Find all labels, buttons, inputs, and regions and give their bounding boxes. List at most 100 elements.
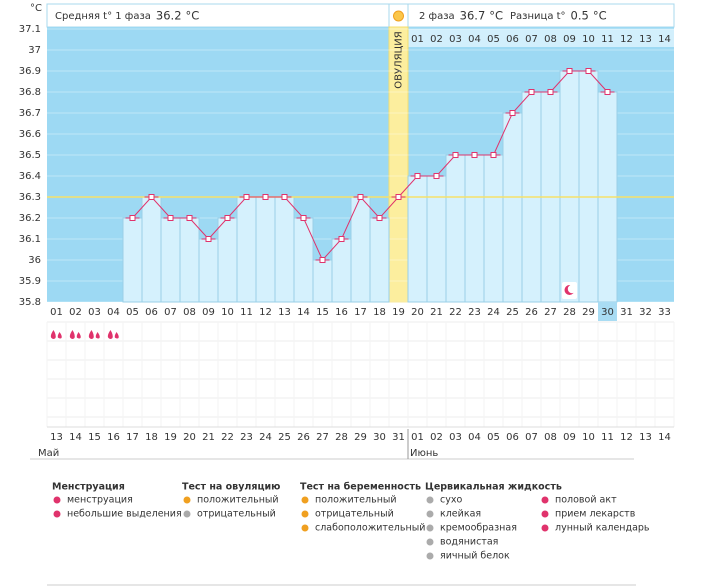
cycle-day: 13 — [278, 307, 291, 318]
legend-item: сухо — [440, 495, 462, 506]
menstruation-icon — [76, 332, 81, 339]
date-label: 30 — [373, 432, 386, 443]
date-label: 17 — [126, 432, 139, 443]
cycle-day: 33 — [658, 307, 671, 318]
ovulation-label: ОВУЛЯЦИЯ — [394, 31, 405, 89]
legend-item: отрицательный — [197, 509, 276, 520]
header-value: 36.2 — [156, 9, 182, 23]
legend-icon — [426, 552, 434, 560]
moon-cut — [567, 284, 577, 294]
temperature-point — [414, 173, 421, 179]
date-label: 29 — [354, 432, 367, 443]
month-label: Май — [38, 448, 59, 459]
temperature-point — [547, 89, 554, 95]
legend-item: небольшие выделения — [67, 509, 182, 520]
header-unit: °C — [489, 9, 503, 23]
legend-icon — [183, 510, 191, 518]
legend-item: яичный белок — [440, 551, 510, 562]
legend-item: положительный — [197, 495, 279, 506]
menstruation-icon — [88, 330, 94, 339]
date-label: 23 — [240, 432, 253, 443]
phase2-day: 11 — [601, 34, 614, 45]
date-label: 07 — [525, 432, 538, 443]
date-label: 12 — [620, 432, 633, 443]
temperature-column — [426, 175, 447, 303]
legend-icon — [541, 496, 549, 504]
temperature-column — [483, 154, 504, 303]
cycle-day: 28 — [563, 307, 576, 318]
legend-item: клейкая — [440, 509, 481, 520]
temperature-column — [502, 112, 523, 303]
date-label: 19 — [164, 432, 177, 443]
legend-icon — [301, 496, 309, 504]
phase2-day: 10 — [582, 34, 595, 45]
date-label: 15 — [88, 432, 101, 443]
temperature-point — [471, 152, 478, 158]
temperature-point — [357, 194, 364, 200]
cycle-day: 17 — [354, 307, 367, 318]
legend-icon — [426, 524, 434, 532]
phase2-day: 06 — [506, 34, 519, 45]
legend-item: лунный календарь — [555, 523, 650, 534]
y-tick-label: 36 — [28, 255, 41, 266]
y-tick-label: 35.8 — [19, 297, 41, 308]
date-label: 27 — [316, 432, 329, 443]
temperature-point — [319, 257, 326, 263]
temperature-point — [148, 194, 155, 200]
legend-item: прием лекарств — [555, 509, 636, 520]
y-unit: °C — [30, 3, 42, 14]
date-label: 31 — [392, 432, 405, 443]
date-label: 22 — [221, 432, 234, 443]
date-label: 08 — [544, 432, 557, 443]
cycle-day: 12 — [259, 307, 272, 318]
phase2-strip — [408, 29, 674, 47]
y-tick-label: 36.8 — [19, 87, 41, 98]
sun-icon — [393, 10, 404, 22]
temperature-point — [338, 236, 345, 242]
phase2-day: 04 — [468, 34, 481, 45]
temperature-column — [559, 70, 580, 303]
date-label: 14 — [658, 432, 671, 443]
menstruation-icon — [69, 330, 75, 339]
legend-icon — [53, 496, 61, 504]
temperature-column — [179, 217, 200, 303]
cycle-day: 08 — [183, 307, 196, 318]
temperature-line — [132, 70, 608, 261]
month-label: Июнь — [410, 448, 438, 459]
phase2-day: 14 — [658, 34, 671, 45]
legend-item: кремообразная — [440, 523, 517, 534]
temperature-column — [160, 217, 181, 303]
temperature-point — [300, 215, 307, 221]
cycle-day: 29 — [582, 307, 595, 318]
y-tick-label: 36.9 — [19, 66, 41, 77]
legend-title: Менструация — [52, 482, 125, 493]
temperature-point — [186, 215, 193, 221]
temperature-column — [122, 217, 143, 303]
legend-item: отрицательный — [315, 509, 394, 520]
temperature-column — [331, 238, 352, 303]
temperature-column — [464, 154, 485, 303]
cycle-day: 31 — [620, 307, 633, 318]
temperature-column — [255, 196, 276, 303]
date-label: 04 — [468, 432, 481, 443]
date-label: 03 — [449, 432, 462, 443]
menstruation-icon — [95, 332, 100, 339]
header-unit: °C — [593, 9, 607, 23]
header-value: 0.5 — [571, 9, 589, 23]
date-label: 18 — [145, 432, 158, 443]
temperature-column — [578, 70, 599, 303]
temperature-point — [490, 152, 497, 158]
date-label: 14 — [69, 432, 82, 443]
date-label: 05 — [487, 432, 500, 443]
ovulation-column — [388, 26, 409, 303]
temperature-column — [236, 196, 257, 303]
phase2-day: 12 — [620, 34, 633, 45]
temperature-column — [312, 259, 333, 303]
y-tick-label: 36.3 — [19, 192, 41, 203]
date-label: 10 — [582, 432, 595, 443]
legend-item: слабоположительный — [315, 523, 425, 534]
temperature-column — [274, 196, 295, 303]
menstruation-icon — [114, 332, 119, 339]
y-tick-label: 36.7 — [19, 108, 41, 119]
cycle-day: 19 — [392, 307, 405, 318]
